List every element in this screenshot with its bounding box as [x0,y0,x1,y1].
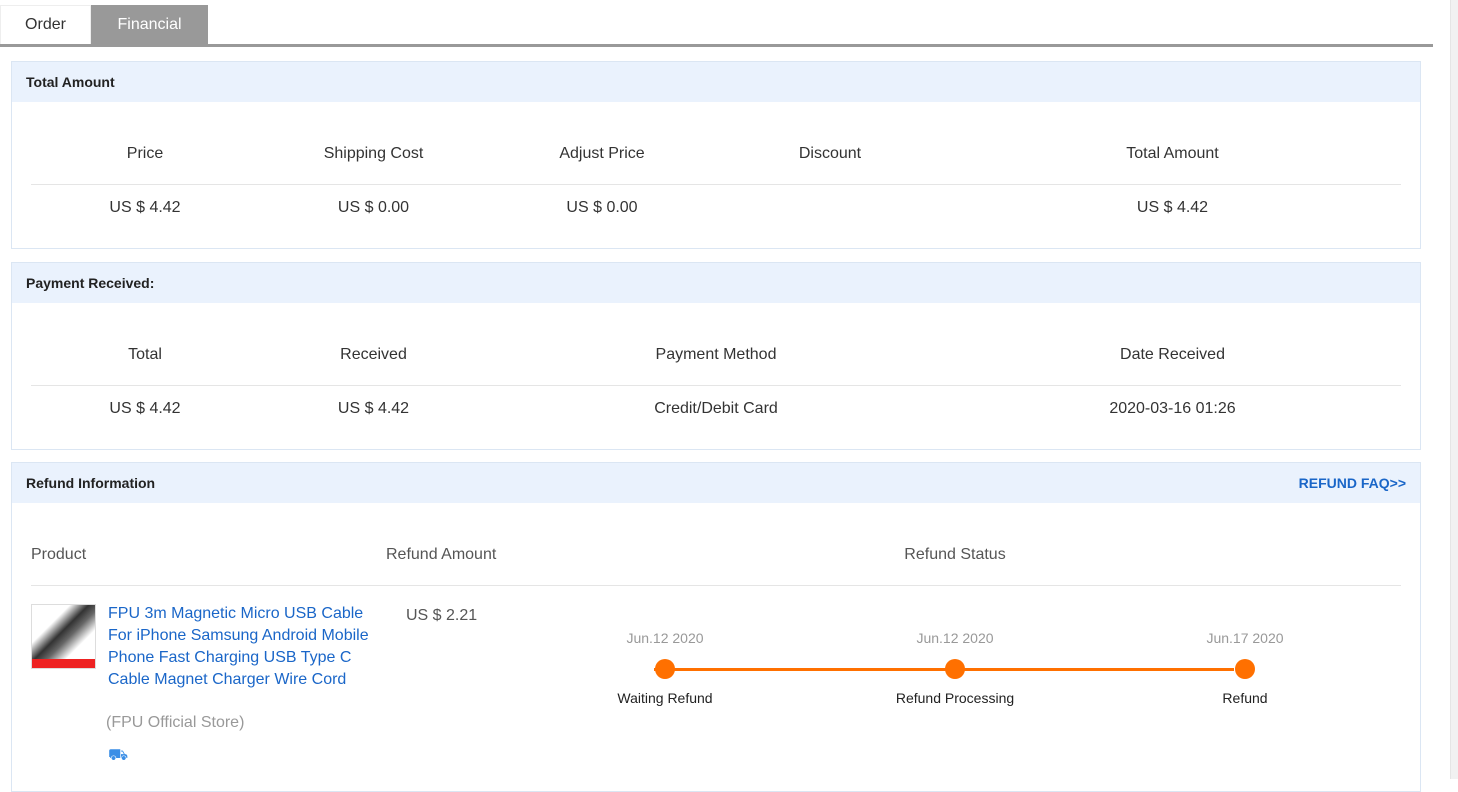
col-product: Product [31,546,87,563]
received-value: US $ 4.42 [337,400,410,417]
col-shipping: Shipping Cost [323,145,424,162]
divider [31,585,1401,586]
product-image[interactable] [31,604,96,669]
tab-bar: Order Financial [0,5,1433,47]
table-row: US $ 4.42 US $ 4.42 Credit/Debit Card 20… [31,400,1401,418]
price-value: US $ 4.42 [109,199,181,216]
method-value: Credit/Debit Card [654,400,778,417]
date-value: 2020-03-16 01:26 [1109,400,1236,417]
divider [31,184,1401,185]
section-title: Total Amount [26,74,115,90]
step-label: Refund Processing [895,690,1015,706]
section-title: Refund Information [26,475,156,491]
col-price: Price [126,145,164,162]
step-label: Refund [1222,690,1268,706]
col-adjust: Adjust Price [559,145,645,162]
step-date: Jun.12 2020 [916,630,994,646]
discount-value [716,199,944,217]
table-header: Price Shipping Cost Adjust Price Discoun… [31,145,1401,163]
col-discount: Discount [798,145,862,162]
section-title: Payment Received: [26,275,155,291]
refund-amount-value: US $ 2.21 [406,607,478,624]
col-received: Received [340,346,407,363]
step-label: Waiting Refund [617,690,713,706]
step-date: Jun.12 2020 [626,630,704,646]
col-method: Payment Method [655,346,777,363]
step-dot [1235,659,1255,679]
step-dot [945,659,965,679]
col-total: Total [128,346,162,363]
table-header: Total Received Payment Method Date Recei… [31,346,1401,364]
scrollbar[interactable] [1450,0,1458,779]
divider [31,385,1401,386]
payment-section: Payment Received: Total Received Payment… [11,262,1421,450]
col-date: Date Received [1120,346,1225,363]
refund-section: Refund Information REFUND FAQ>> Product R… [11,462,1421,792]
col-refund-amount: Refund Amount [386,546,497,563]
col-refund-status: Refund Status [904,546,1006,563]
step-date: Jun.17 2020 [1206,630,1284,646]
tab-order[interactable]: Order [0,5,91,44]
truck-icon[interactable]: ⛟ [108,747,129,764]
store-name[interactable]: (FPU Official Store) [106,714,245,731]
col-total: Total Amount [1126,145,1219,162]
timeline-line [654,668,1234,671]
product-link[interactable]: FPU 3m Magnetic Micro USB Cable For iPho… [108,605,369,688]
shipping-value: US $ 0.00 [337,199,410,216]
table-row: US $ 4.42 US $ 0.00 US $ 0.00 US $ 4.42 [31,199,1401,217]
total-value: US $ 4.42 [109,400,181,417]
refund-faq-link[interactable]: REFUND FAQ>> [1298,475,1406,491]
total-amount-section: Total Amount Price Shipping Cost Adjust … [11,61,1421,249]
tab-financial[interactable]: Financial [91,5,208,44]
total-value: US $ 4.42 [1136,199,1209,216]
adjust-value: US $ 0.00 [566,199,638,216]
step-dot [655,659,675,679]
